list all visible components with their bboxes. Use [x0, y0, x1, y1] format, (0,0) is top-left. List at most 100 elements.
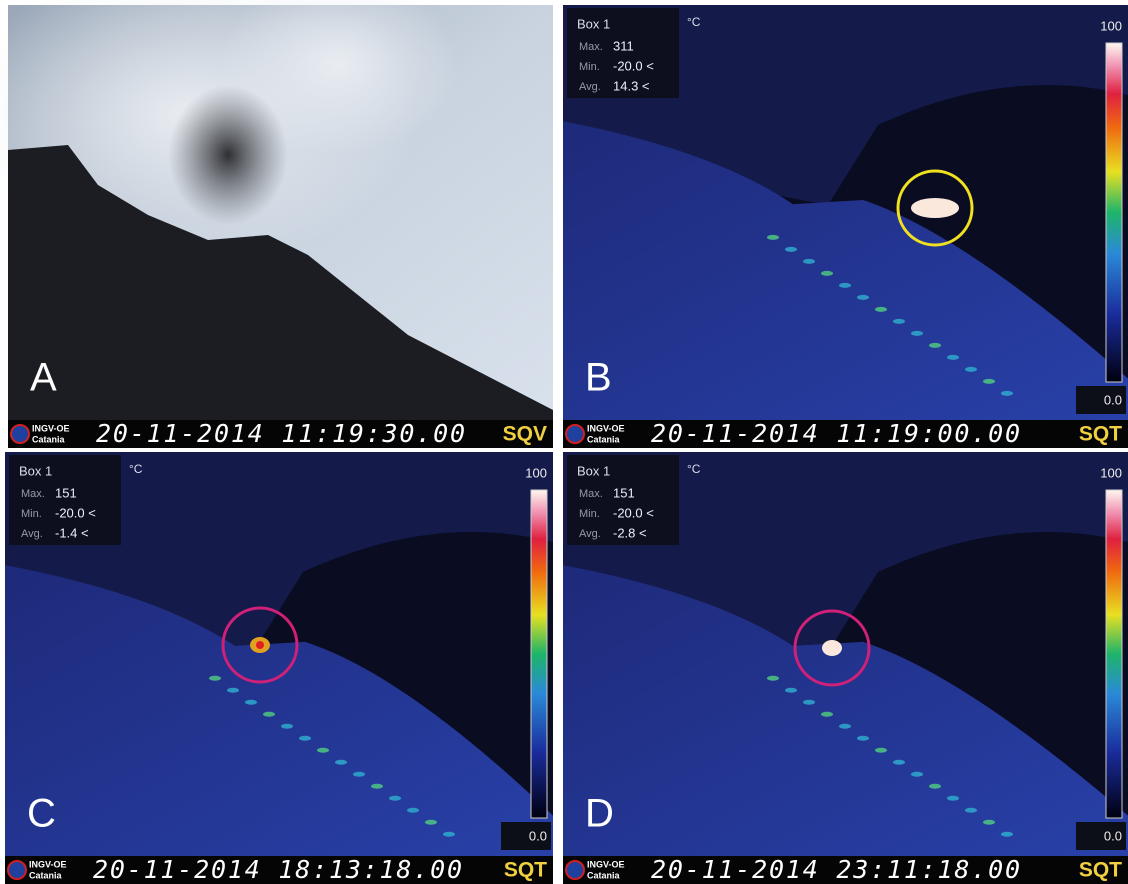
logo-icon — [11, 425, 29, 443]
hot-streak — [893, 760, 905, 765]
hot-spot — [911, 198, 959, 218]
hot-spot — [822, 640, 842, 656]
hot-core — [256, 641, 264, 649]
hot-streak — [911, 772, 923, 777]
row-value: 14.3 < — [613, 78, 650, 93]
station: SQV — [503, 423, 547, 446]
row-value: 311 — [613, 38, 634, 53]
hot-streak — [209, 676, 221, 681]
hot-streak — [407, 808, 419, 813]
hot-streak — [371, 784, 383, 789]
scale-min: 0.0 — [529, 828, 547, 843]
box-title: Box 1 — [577, 16, 610, 31]
hot-streak — [767, 235, 779, 240]
hot-streak — [947, 796, 959, 801]
logo-icon — [566, 425, 584, 443]
logo-city: Catania — [32, 434, 66, 444]
hot-streak — [875, 748, 887, 753]
hot-streak — [443, 832, 455, 837]
hot-streak — [281, 724, 293, 729]
logo-icon — [8, 861, 26, 879]
row-name: Max. — [21, 488, 45, 500]
hot-streak — [389, 796, 401, 801]
scale-max: 100 — [1100, 18, 1122, 33]
row-name: Avg. — [21, 528, 43, 540]
hot-streak — [857, 736, 869, 741]
row-value: -20.0 < — [613, 58, 654, 73]
hot-streak — [245, 700, 257, 705]
hot-streak — [227, 688, 239, 693]
panel: Box 1 °C Max. 311 Min. -20.0 < Avg. 14.3 < 100 0.… — [563, 5, 1128, 448]
row-value: -2.8 < — [613, 525, 647, 540]
row-name: Min. — [21, 508, 42, 520]
hot-streak — [965, 808, 977, 813]
hot-streak — [929, 784, 941, 789]
hot-streak — [299, 736, 311, 741]
hot-streak — [1001, 832, 1013, 837]
row-value: -20.0 < — [55, 505, 96, 520]
row-value: 151 — [55, 485, 77, 500]
box-unit: °C — [687, 15, 701, 29]
row-name: Min. — [579, 508, 600, 520]
scale-max: 100 — [1100, 465, 1122, 480]
timestamp: 20-11-2014 11:19:30.00 — [96, 419, 466, 448]
box-unit: °C — [129, 462, 143, 476]
logo-name: INGV-OE — [29, 859, 67, 869]
station: SQT — [504, 859, 547, 882]
logo-city: Catania — [29, 870, 63, 880]
box-title: Box 1 — [19, 463, 52, 478]
panel-label: D — [585, 792, 614, 836]
hot-streak — [785, 688, 797, 693]
logo-icon — [566, 861, 584, 879]
hot-streak — [929, 343, 941, 348]
hot-streak — [965, 367, 977, 372]
row-name: Min. — [579, 61, 600, 73]
panel: Box 1 °C Max. 151 Min. -20.0 < Avg. -1.4 < 100 0.… — [5, 452, 553, 884]
logo-name: INGV-OE — [587, 423, 625, 433]
scale-max: 100 — [525, 465, 547, 480]
panel-label: C — [27, 792, 56, 836]
timestamp: 20-11-2014 18:13:18.00 — [93, 855, 463, 884]
hot-streak — [821, 271, 833, 276]
hot-streak — [875, 307, 887, 312]
colorbar — [1106, 43, 1122, 382]
panel-label: A — [30, 356, 57, 400]
row-name: Avg. — [579, 81, 601, 93]
logo-city: Catania — [587, 434, 621, 444]
timestamp: 20-11-2014 11:19:00.00 — [651, 419, 1021, 448]
hot-streak — [803, 259, 815, 264]
hot-streak — [911, 331, 923, 336]
figure: AINGV-OECatania20-11-2014 11:19:30.00SQV… — [0, 0, 1128, 884]
row-name: Max. — [579, 41, 603, 53]
logo-city: Catania — [587, 870, 621, 880]
station: SQT — [1079, 859, 1122, 882]
hot-streak — [839, 724, 851, 729]
box-unit: °C — [687, 462, 701, 476]
panel: Box 1°CMax.151Min.-20.0 <Avg.-2.8 <1000.… — [563, 452, 1128, 884]
colorbar — [531, 490, 547, 818]
panel-label: B — [585, 356, 612, 400]
box-title: Box 1 — [577, 463, 610, 478]
hot-streak — [803, 700, 815, 705]
plume — [168, 85, 288, 225]
row-value: 151 — [613, 485, 635, 500]
logo-name: INGV-OE — [32, 423, 70, 433]
hot-streak — [983, 820, 995, 825]
row-name: Avg. — [579, 528, 601, 540]
scale-min: 0.0 — [1104, 392, 1122, 407]
logo-name: INGV-OE — [587, 859, 625, 869]
hot-streak — [1001, 391, 1013, 396]
hot-streak — [839, 283, 851, 288]
row-value: -1.4 < — [55, 525, 89, 540]
colorbar — [1106, 490, 1122, 818]
station: SQT — [1079, 423, 1122, 446]
hot-streak — [983, 379, 995, 384]
hot-streak — [263, 712, 275, 717]
hot-streak — [821, 712, 833, 717]
scale-min: 0.0 — [1104, 828, 1122, 843]
hot-streak — [353, 772, 365, 777]
hot-streak — [425, 820, 437, 825]
hot-streak — [785, 247, 797, 252]
hot-streak — [335, 760, 347, 765]
hot-streak — [317, 748, 329, 753]
